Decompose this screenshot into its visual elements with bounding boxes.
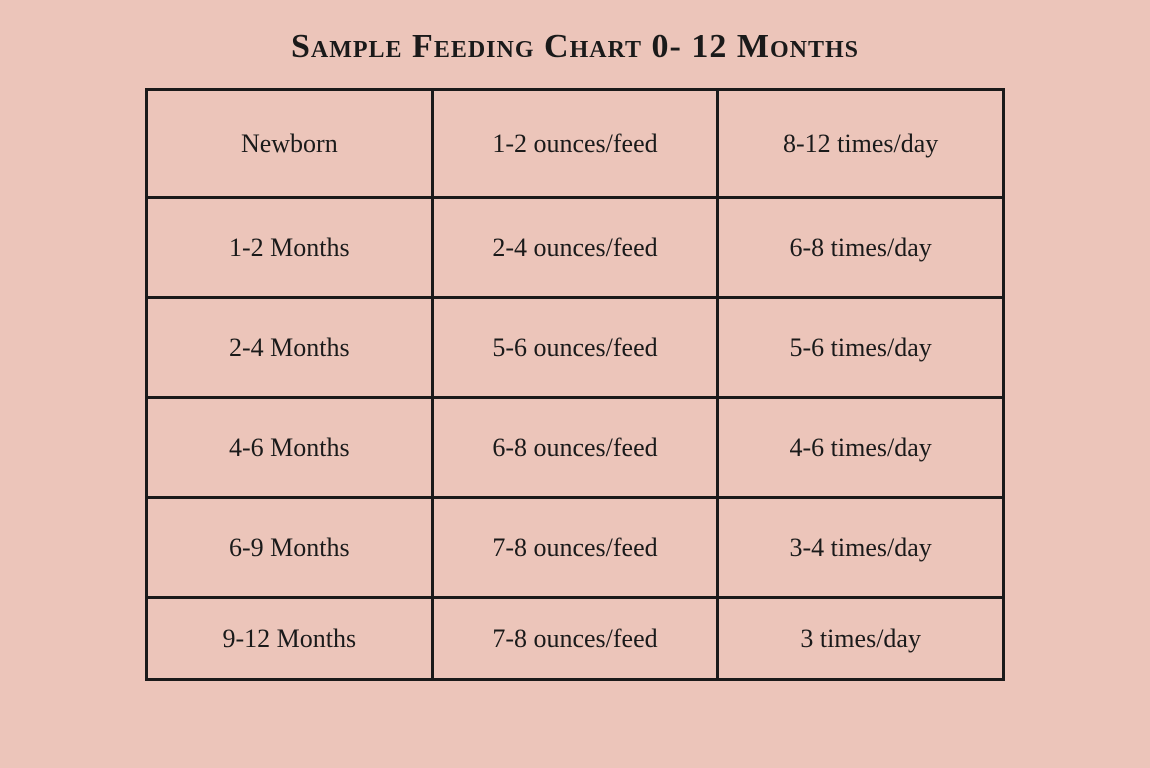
cell-frequency: 3 times/day [718,598,1004,680]
cell-age: 2-4 Months [147,298,433,398]
cell-amount: 6-8 ounces/feed [432,398,718,498]
table-row: 1-2 Months 2-4 ounces/feed 6-8 times/day [147,198,1004,298]
cell-amount: 7-8 ounces/feed [432,498,718,598]
table-row: Newborn 1-2 ounces/feed 8-12 times/day [147,90,1004,198]
cell-age: 4-6 Months [147,398,433,498]
feeding-table: Newborn 1-2 ounces/feed 8-12 times/day 1… [145,88,1005,681]
cell-frequency: 3-4 times/day [718,498,1004,598]
cell-frequency: 6-8 times/day [718,198,1004,298]
cell-amount: 5-6 ounces/feed [432,298,718,398]
table-row: 6-9 Months 7-8 ounces/feed 3-4 times/day [147,498,1004,598]
cell-amount: 7-8 ounces/feed [432,598,718,680]
cell-age: Newborn [147,90,433,198]
cell-age: 9-12 Months [147,598,433,680]
table-row: 9-12 Months 7-8 ounces/feed 3 times/day [147,598,1004,680]
table-row: 4-6 Months 6-8 ounces/feed 4-6 times/day [147,398,1004,498]
cell-age: 6-9 Months [147,498,433,598]
cell-amount: 1-2 ounces/feed [432,90,718,198]
cell-amount: 2-4 ounces/feed [432,198,718,298]
cell-frequency: 8-12 times/day [718,90,1004,198]
cell-frequency: 5-6 times/day [718,298,1004,398]
chart-title: Sample Feeding Chart 0- 12 Months [291,28,859,66]
table-row: 2-4 Months 5-6 ounces/feed 5-6 times/day [147,298,1004,398]
cell-age: 1-2 Months [147,198,433,298]
cell-frequency: 4-6 times/day [718,398,1004,498]
